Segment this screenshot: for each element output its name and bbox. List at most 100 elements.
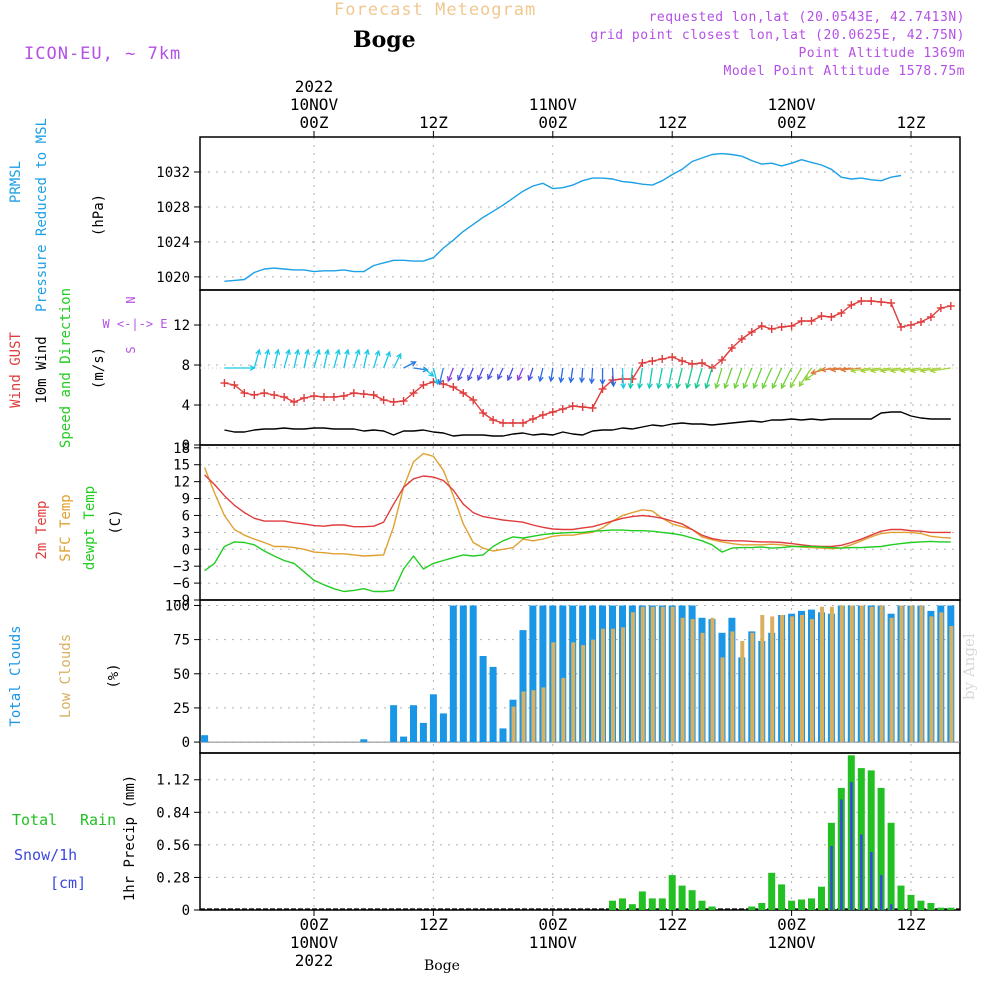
precip-total-bar — [798, 899, 805, 910]
precip-total-bar — [877, 787, 885, 910]
low-cloud-bar — [750, 632, 755, 743]
ylabel-10m-wind: 10m Wind — [34, 336, 50, 403]
total-cloud-bar — [429, 694, 437, 743]
wind-arrow — [539, 367, 544, 382]
y-tick-label: 18 — [173, 441, 190, 457]
wind-arrow-head — [364, 348, 370, 355]
model-altitude: Model Point Altitude 1578.75m — [723, 64, 965, 79]
precip-total-bar — [698, 900, 706, 910]
legend-total: Total — [12, 811, 57, 829]
wind-arrow-head — [610, 381, 617, 388]
wind-arrow — [283, 349, 290, 369]
low-cloud-bar — [829, 606, 834, 742]
precip-total-bar — [788, 900, 796, 910]
low-cloud-bar — [650, 606, 655, 742]
wind-arrow-head — [723, 382, 730, 390]
y-tick-label: 100 — [165, 598, 190, 614]
wind-arrow — [432, 367, 439, 385]
wind-arrow-head — [548, 376, 555, 383]
low-cloud-bar — [710, 617, 715, 743]
wind-arrow — [821, 367, 842, 371]
wind-arrow-head — [422, 366, 429, 373]
wind-arrow — [900, 367, 922, 372]
wind-arrow — [383, 351, 391, 369]
wind-arrow-head — [568, 377, 575, 384]
y-tick-label: 0 — [182, 903, 190, 919]
precip-total-bar — [867, 770, 875, 910]
total-cloud-bar — [489, 666, 497, 742]
wind-arrow-head — [798, 380, 805, 388]
wind-arrow — [477, 367, 484, 381]
y-tick-label: 6 — [182, 508, 190, 524]
y-tick-label: −3 — [173, 559, 190, 575]
wind-arrow-head — [437, 379, 444, 386]
wind-arrow-head — [704, 382, 711, 390]
wind-arrow-head — [344, 348, 350, 355]
wind-arrow-head — [694, 382, 701, 390]
wind-arrow-head — [780, 382, 787, 390]
total-cloud-bar — [400, 736, 408, 743]
wind-arrow — [695, 367, 703, 389]
total-cloud-bar — [539, 605, 547, 743]
x-day-label-top: 12NOV — [768, 95, 817, 114]
ylabel-ms: (m/s) — [91, 347, 107, 389]
y-tick-label: 50 — [173, 667, 190, 683]
total-cloud-bar — [439, 713, 447, 743]
precip-total-bar — [658, 898, 666, 910]
wind-arrow-head — [646, 383, 653, 390]
y-tick-label: 1.12 — [156, 773, 190, 789]
y-tick-label: 12 — [173, 318, 190, 334]
wind-arrow-head — [761, 382, 768, 390]
x-day-label-bottom: 12NOV — [768, 933, 817, 952]
panel-frame — [199, 752, 961, 911]
wind-arrow — [861, 367, 882, 372]
wind-arrow-head — [476, 374, 483, 382]
panel-frame — [199, 444, 961, 601]
low-cloud-bar — [581, 645, 586, 743]
low-cloud-bar — [810, 619, 814, 742]
ylabel-pressure: Pressure Reduced to MSL — [34, 118, 50, 312]
total-cloud-bar — [390, 705, 398, 743]
wind-arrow — [507, 367, 514, 381]
low-cloud-bar — [879, 605, 884, 743]
low-cloud-bar — [700, 632, 705, 743]
low-cloud-bar — [909, 605, 914, 743]
wind-arrow — [880, 367, 902, 372]
x-tick-label-top: 12Z — [897, 113, 926, 132]
x-tick-label-bottom: 00Z — [538, 915, 567, 934]
wind-arrow — [528, 367, 534, 381]
wind-arrow-head — [374, 349, 381, 357]
low-cloud-bar — [800, 615, 804, 742]
low-cloud-bar — [541, 687, 546, 742]
x-year-label-top: 2022 — [295, 77, 334, 96]
precip-total-bar — [638, 891, 646, 910]
total-cloud-bar — [559, 605, 567, 743]
low-cloud-bar — [660, 606, 665, 742]
x-tick-label-bottom: 12Z — [419, 915, 448, 934]
legend-rain: Rain — [80, 811, 116, 829]
wind-arrow — [517, 367, 524, 381]
ylabel-hpa: (hPa) — [91, 194, 107, 236]
gridpoint-coords: grid point closest lon,lat (20.0625E, 42… — [590, 28, 965, 43]
total-cloud-bar — [201, 735, 209, 742]
wind-arrow-head — [304, 348, 311, 355]
low-cloud-bar — [571, 642, 576, 742]
wind-arrow-head — [506, 374, 513, 382]
wind-arrow-head — [849, 367, 857, 374]
wind-arrow — [581, 367, 584, 383]
y-tick-label: 0 — [182, 735, 190, 751]
y-tick-label: 0.28 — [156, 870, 190, 886]
ylabel-prmsl: PRMSL — [8, 161, 24, 203]
y-tick-label: 15 — [173, 458, 190, 474]
wind-arrow-head — [285, 348, 291, 356]
low-cloud-bar — [889, 617, 894, 743]
wind-arrow — [831, 367, 852, 371]
wind-arrow-head — [889, 367, 896, 374]
wind-arrow-head — [899, 367, 906, 374]
wind-arrow — [293, 349, 299, 369]
y-tick-label: −9 — [173, 593, 190, 609]
wind-arrow — [313, 349, 320, 369]
low-cloud-bar — [561, 677, 566, 743]
wind-arrow-head — [457, 374, 463, 382]
ylabel-speed-direction: Speed and Direction — [58, 288, 74, 448]
